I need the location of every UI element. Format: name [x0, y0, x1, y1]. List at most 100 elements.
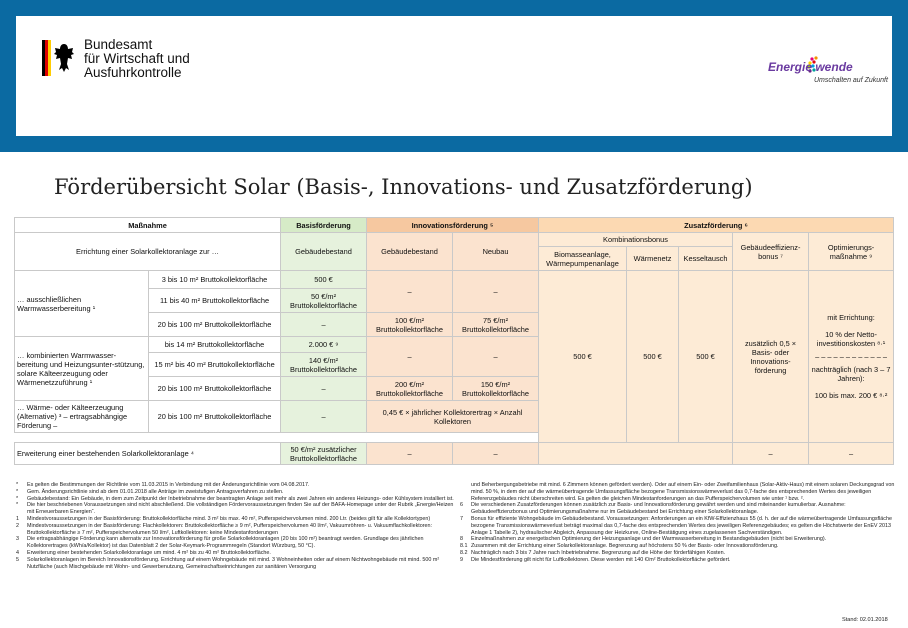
federal-eagle-icon: [42, 40, 74, 76]
innov-value: 0,45 € × jährlicher Kollektorertrag × An…: [366, 400, 540, 433]
group-kombiniert: … kombinierten Warmwasser-bereitung und …: [14, 336, 149, 401]
footnotes-right: und Beherbergungsbetriebe mit mind. 6 Zi…: [460, 482, 895, 564]
neubau-value: 150 €/m² Bruttokollektorfläche: [452, 376, 540, 401]
header-massnahme: Maßnahme: [13, 217, 282, 233]
header-kombinationsbonus: Kombinationsbonus: [538, 232, 734, 247]
neubau-value: –: [452, 336, 540, 377]
footnote: * Es gelten die Bestimmungen der Richtlin…: [16, 482, 454, 489]
ministry-line-2: für Wirtschaft und: [84, 51, 190, 66]
footnote: 4 Erweiterung einer bestehenden Solarkoll…: [16, 550, 454, 557]
innov-value: –: [366, 336, 454, 377]
ministry-line-3: Ausfuhrkontrolle: [84, 65, 182, 80]
footnote: 1 Mindestvoraussetzungen in der Basisförd…: [16, 516, 454, 523]
footnote-marker: 5: [16, 556, 19, 563]
row-label: 11 bis 40 m² Bruttokollektorfläche: [147, 288, 282, 313]
footnote: 7 Bonus für effiziente Wohngebäude im Geb…: [460, 516, 895, 536]
footnote-text: Mindestvoraussetzungen in der Basisförde…: [27, 515, 431, 522]
footnote-text: Die ertragsabhängige Förderung kann alte…: [27, 536, 424, 550]
neubau-value: –: [452, 270, 540, 313]
footnote-text: Es gelten die Bestimmungen der Richtlini…: [27, 482, 310, 488]
footnote-marker: 8: [460, 536, 463, 543]
energiewende-slogan: Umschalten auf Zukunft: [814, 77, 888, 84]
footnote-marker: 4: [16, 549, 19, 556]
footnote: 9 Die Mindestförderung gilt nicht für Luf…: [460, 557, 895, 564]
kombi-kessel-value: 500 €: [678, 270, 734, 443]
header-gebaeudebestand-basis: Gebäudebestand: [280, 232, 368, 271]
optim-nachtraeglich: nachträglich (nach 3 – 7 Jahren):: [811, 365, 891, 383]
footnote-marker: 6: [460, 502, 463, 509]
footnote-marker: 3: [16, 536, 19, 543]
optim-mit-errichtung: mit Errichtung:: [827, 313, 875, 322]
basis-value: 50 €/m² zusätzlicher Bruttokollektorfläc…: [280, 442, 368, 465]
row-label: 20 bis 100 m² Bruttokollektorfläche: [147, 400, 282, 433]
footnote: 8.2 Nachträglich nach 3 bis 7 Jahre nach …: [460, 550, 895, 557]
footnote: 8.1 Zusammen mit der Errichtung einer Sol…: [460, 543, 895, 550]
basis-value: –: [280, 376, 368, 401]
row-erweiterung: Erweiterung einer bestehenden Solarkolle…: [13, 442, 282, 465]
effizienz-value: –: [732, 442, 810, 465]
footnote: 3 Die ertragsabhängige Förderung kann alt…: [16, 536, 454, 550]
footnote-text: Bonus für effiziente Wohngebäude im Gebä…: [471, 515, 892, 536]
optim-separator: – – – – – – – – – – – –: [815, 352, 887, 361]
group-ertragsabhaengig: … Wärme- oder Kälteerzeugung (Alternativ…: [14, 400, 149, 433]
footnote-text: Erweiterung einer bestehenden Solarkolle…: [27, 549, 271, 556]
header-kesseltausch: Kesseltausch: [678, 246, 734, 271]
optim-prozent: 10 % der Netto-investitionskosten ⁸·¹: [816, 330, 886, 348]
footnote-text: Nachträglich nach 3 bis 7 Jahre nach Inb…: [471, 549, 726, 556]
header-errichtung: Errichtung einer Solarkollektoranlage zu…: [13, 232, 282, 271]
footnote-marker: 7: [460, 515, 463, 522]
optimierung-value: –: [808, 442, 895, 465]
kombi-biomasse-value: 500 €: [538, 270, 628, 443]
row-label: 20 bis 100 m² Bruttokollektorfläche: [147, 376, 282, 401]
footnote: * Die hier beschriebenen Voraussetzungen …: [16, 502, 454, 516]
group-warmwasser: … ausschließlichen Warmwasserbereitung ¹: [14, 270, 149, 337]
header-innovation: Innovationsförderung ⁵: [366, 217, 540, 233]
footnote-marker: 9: [460, 556, 463, 563]
innov-value: 200 €/m² Bruttokollektorfläche: [366, 376, 454, 401]
footnote-marker: 2: [16, 522, 19, 529]
footnote-text: und Beherbergungsbetriebe mit mind. 6 Zi…: [471, 482, 895, 502]
basis-value: –: [280, 312, 368, 337]
footnote-marker: *: [16, 488, 19, 495]
basis-value: 500 €: [280, 270, 368, 289]
optimierung-value: mit Errichtung: 10 % der Netto-investiti…: [808, 270, 895, 443]
footnote-marker: [460, 482, 471, 502]
header-banner: Bundesamt für Wirtschaft und Ausfuhrkont…: [16, 16, 892, 136]
footnote: * Gebäudebestand: Ein Gebäude, in dem zum…: [16, 496, 454, 503]
footnote-text: Einzelmaßnahmen zur energetischen Optimi…: [471, 536, 827, 543]
ministry-line-1: Bundesamt: [84, 37, 153, 52]
optim-betrag: 100 bis max. 200 € ⁸·²: [814, 391, 888, 400]
energiewende-logo: Energie wende Umschalten auf Zukunft: [768, 56, 888, 90]
kombi-empty: [538, 442, 734, 465]
footnote-marker: *: [16, 482, 19, 488]
basis-value: –: [280, 400, 368, 433]
footnote-marker: *: [16, 495, 19, 502]
header-optimierung: Optimierungs-maßnahme ⁹: [808, 232, 895, 271]
funding-table: Maßnahme Basisförderung Innovationsförde…: [13, 217, 895, 465]
footnote: * Gem. Änderungsrichtlinie sind ab dem 01…: [16, 489, 454, 496]
neubau-value: –: [452, 442, 540, 465]
row-label: 20 bis 100 m² Bruttokollektorfläche: [147, 312, 282, 337]
header-basis: Basisförderung: [280, 217, 368, 233]
footnote-marker: 8.1: [460, 543, 468, 550]
basis-value: 50 €/m² Bruttokollektorfläche: [280, 288, 368, 313]
ministry-name: Bundesamt für Wirtschaft und Ausfuhrkont…: [84, 38, 190, 80]
footnote: 5 Solarkollektoranlagen im Bereich Innova…: [16, 557, 454, 571]
header-zusatz: Zusatzförderung ⁶: [538, 217, 895, 233]
footnote-marker: 1: [16, 515, 19, 522]
footnote-text: Solarkollektoranlagen im Bereich Innovat…: [27, 556, 440, 570]
energiewende-dots-icon: [807, 56, 818, 73]
footnote-marker: 8.2: [460, 549, 468, 556]
footnote-text: Gebäudebestand: Ein Gebäude, in dem zum …: [27, 495, 454, 502]
basis-value: 2.000 € ⁹: [280, 336, 368, 353]
page-title: Förderübersicht Solar (Basis-, Innovatio…: [54, 175, 753, 199]
footnote-text: Die hier beschriebenen Voraussetzungen s…: [27, 502, 454, 516]
row-label: 15 m² bis 40 m² Bruttokollektorfläche: [147, 352, 282, 377]
footnote-marker: *: [16, 502, 19, 509]
effizienz-value: zusätzlich 0,5 × Basis- oder Innovations…: [732, 270, 810, 443]
footnote-text: Mindestvoraussetzungen in der Basisförde…: [27, 522, 433, 536]
kombi-waermenetz-value: 500 €: [626, 270, 680, 443]
footnote-text: Gem. Änderungsrichtlinie sind ab dem 01.…: [27, 488, 284, 495]
footnotes-left: * Es gelten die Bestimmungen der Richtlin…: [16, 482, 454, 570]
header-gebaeudebestand-innov: Gebäudebestand: [366, 232, 454, 271]
